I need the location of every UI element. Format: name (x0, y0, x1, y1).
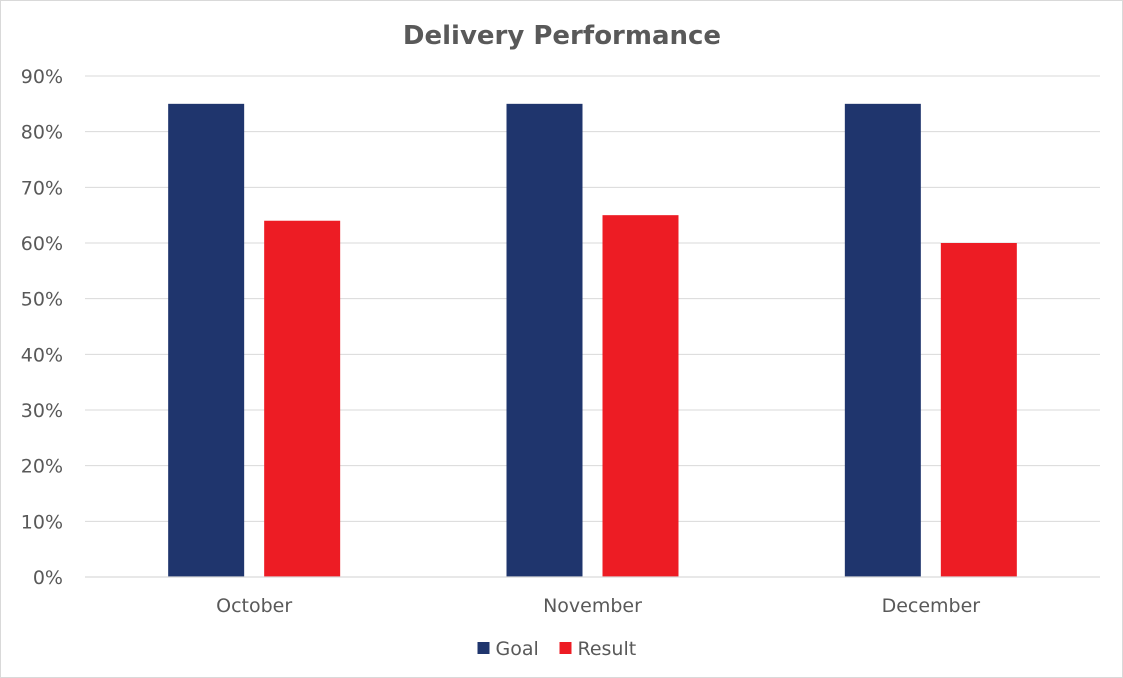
y-axis-ticks: 0% 10% 20% 30% 40% 50% 60% 70% 80% 90% (21, 66, 63, 589)
y-tick-label: 60% (21, 233, 63, 255)
legend-label-result: Result (578, 638, 637, 660)
gridlines (85, 75, 1100, 522)
bar-result-november (602, 215, 679, 577)
y-tick-label: 50% (21, 289, 63, 311)
legend-label-goal: Goal (496, 638, 539, 660)
legend-swatch-result (559, 642, 572, 654)
y-tick-label: 30% (21, 400, 63, 422)
y-tick-label: 40% (21, 344, 63, 366)
y-tick-label: 70% (21, 177, 63, 199)
bar-result-october (264, 220, 341, 577)
bar-goal-december (844, 103, 921, 577)
chart-title: Delivery Performance (403, 21, 721, 51)
x-axis: October November December (85, 576, 1100, 617)
x-category-label: November (543, 595, 642, 617)
bar-goal-october (168, 103, 245, 577)
x-category-label: December (882, 595, 981, 617)
y-tick-label: 90% (21, 66, 63, 88)
legend-swatch-goal (477, 642, 490, 654)
bars (168, 103, 1017, 577)
y-tick-label: 80% (21, 122, 63, 144)
bar-goal-november (506, 103, 583, 577)
bar-result-december (940, 243, 1017, 577)
y-tick-label: 20% (21, 456, 63, 478)
y-tick-label: 10% (21, 511, 63, 533)
y-tick-label: 0% (33, 567, 63, 589)
legend: Goal Result (477, 638, 637, 660)
x-category-label: October (216, 595, 292, 617)
